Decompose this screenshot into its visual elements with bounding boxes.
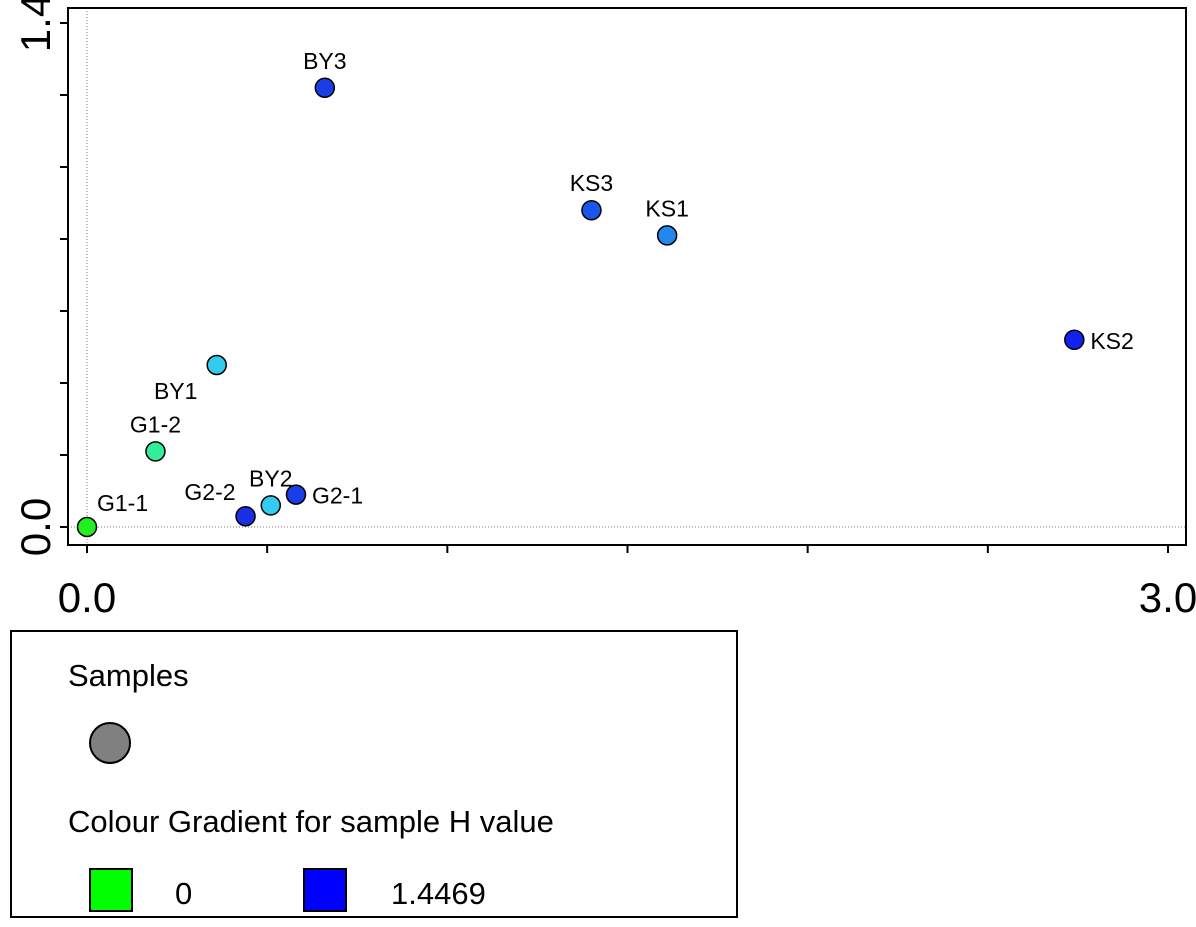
point-g1-1 — [76, 516, 98, 538]
point-label-ks2: KS2 — [1090, 328, 1133, 354]
y-tick-label: 0.0 — [12, 498, 59, 556]
point-ks3 — [581, 199, 602, 221]
plot-frame — [67, 7, 1187, 546]
legend-box: Samples Colour Gradient for sample H val… — [10, 630, 738, 918]
point-label-g1-2: G1-2 — [130, 411, 181, 437]
point-ks1 — [656, 225, 678, 246]
y-tick-label: 1.4 — [12, 0, 59, 52]
point-label-ks3: KS3 — [570, 170, 613, 196]
point-g2-2 — [235, 505, 256, 527]
point-label-g1-1: G1-1 — [97, 490, 148, 516]
point-label-by3: BY3 — [303, 48, 346, 74]
legend-gradient-min-label: 0 — [175, 876, 193, 911]
legend-gradient-min-swatch — [89, 868, 133, 912]
point-g1-2 — [145, 441, 166, 462]
legend-gradient-max-label: 1.4469 — [391, 876, 486, 911]
point-g2-1 — [285, 484, 307, 505]
legend-samples-label: Samples — [68, 658, 189, 693]
point-label-g2-1: G2-1 — [312, 483, 363, 509]
point-by3 — [314, 77, 336, 99]
x-tick-label: 3.0 — [1139, 574, 1196, 621]
scatter-chart: 0.0 3.0 0.0 1.4 G1-1 G1-2 BY1 G2-2 BY2 G2-1 BY3 KS3… — [12, 0, 1196, 621]
point-ks2 — [1064, 329, 1085, 351]
point-label-g2-2: G2-2 — [184, 479, 235, 505]
point-by2 — [260, 495, 282, 516]
point-label-ks1: KS1 — [645, 195, 688, 221]
legend-gradient-title: Colour Gradient for sample H value — [68, 804, 554, 839]
x-tick-label: 0.0 — [58, 574, 116, 621]
point-by1 — [206, 354, 227, 376]
point-label-by1: BY1 — [154, 378, 197, 404]
legend-sample-marker — [89, 722, 131, 764]
point-label-by2: BY2 — [249, 465, 292, 491]
legend-gradient-max-swatch — [303, 868, 347, 912]
